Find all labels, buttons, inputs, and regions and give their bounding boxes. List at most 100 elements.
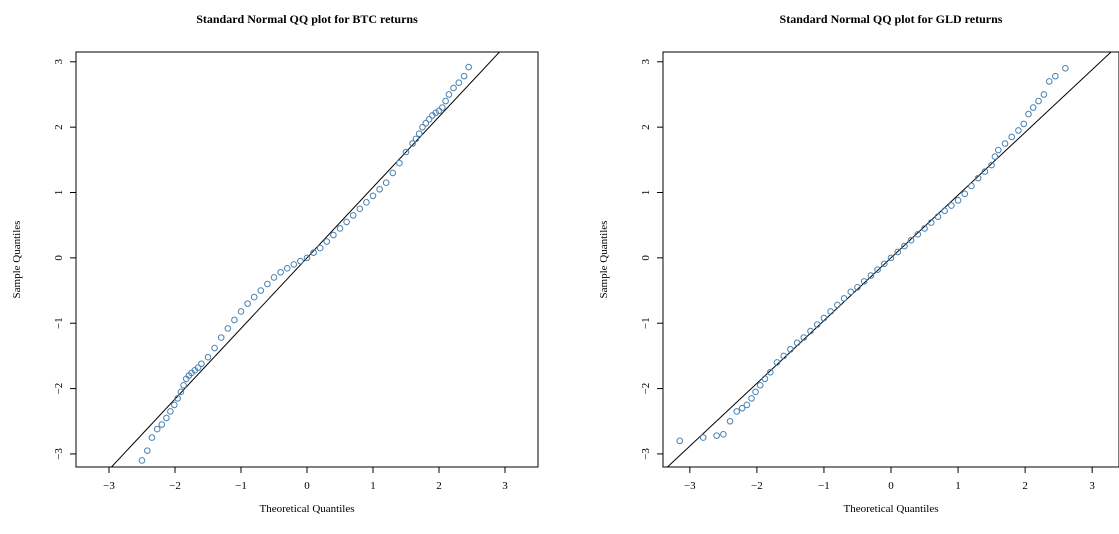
qq-panel-2 xyxy=(657,51,1119,473)
data-point xyxy=(163,414,170,422)
y-axis-label: Sample Quantiles xyxy=(598,221,610,299)
y-tick-label: −3 xyxy=(640,448,652,460)
y-tick-label: 0 xyxy=(53,255,65,261)
data-point xyxy=(867,272,875,279)
data-point xyxy=(402,148,410,156)
data-point xyxy=(988,161,995,169)
data-point xyxy=(174,395,181,402)
data-point xyxy=(800,334,808,341)
data-point xyxy=(465,63,473,71)
data-point xyxy=(907,236,915,244)
data-point xyxy=(860,278,868,285)
data-point xyxy=(450,84,457,92)
data-point xyxy=(847,288,855,296)
data-point xyxy=(1035,97,1042,105)
x-tick-label: −2 xyxy=(169,480,181,492)
data-point xyxy=(761,375,769,383)
data-point xyxy=(874,266,881,273)
data-point xyxy=(153,425,161,433)
data-point xyxy=(1015,127,1022,134)
data-point xyxy=(793,339,801,347)
data-point xyxy=(752,388,759,396)
data-point xyxy=(198,360,205,368)
x-tick-label: −1 xyxy=(235,480,247,492)
y-tick-label: 2 xyxy=(53,124,65,129)
data-point xyxy=(1020,120,1028,128)
data-point xyxy=(820,314,828,322)
data-point xyxy=(257,287,265,294)
data-point xyxy=(941,207,948,215)
data-point xyxy=(297,257,304,265)
data-point xyxy=(974,174,982,182)
x-tick-label: 1 xyxy=(370,480,376,492)
data-point xyxy=(419,123,426,131)
data-point xyxy=(854,283,861,291)
data-point xyxy=(780,352,788,360)
data-point xyxy=(177,388,185,396)
data-point xyxy=(442,97,449,105)
data-point xyxy=(224,325,232,332)
x-tick-label: 1 xyxy=(955,480,961,492)
data-point xyxy=(787,346,794,353)
data-point xyxy=(211,344,218,352)
data-point xyxy=(389,169,397,177)
data-point xyxy=(382,179,390,187)
y-tick-label: −2 xyxy=(640,383,652,395)
data-point xyxy=(713,432,720,439)
y-tick-label: −2 xyxy=(53,383,65,395)
qq-reference-line xyxy=(110,52,501,467)
data-point xyxy=(376,185,383,193)
data-point xyxy=(766,368,774,376)
x-tick-label: 0 xyxy=(888,480,894,492)
data-point xyxy=(356,205,364,213)
plot-frame xyxy=(662,51,1119,468)
data-point xyxy=(994,146,1002,154)
data-point xyxy=(264,280,271,288)
data-point xyxy=(439,104,446,111)
data-point xyxy=(270,274,278,281)
data-point xyxy=(148,434,156,441)
data-point xyxy=(143,447,151,454)
data-point xyxy=(743,401,751,409)
data-point xyxy=(330,231,337,239)
data-point xyxy=(138,457,146,464)
data-point xyxy=(834,301,841,309)
data-point xyxy=(316,244,324,252)
data-point xyxy=(455,79,463,87)
data-point xyxy=(415,130,423,137)
y-tick-label: −1 xyxy=(640,317,652,329)
x-tick-label: 2 xyxy=(436,480,442,492)
x-tick-label: −2 xyxy=(751,480,763,492)
data-point xyxy=(432,109,440,117)
x-tick-label: 2 xyxy=(1022,480,1028,492)
chart-title: Standard Normal QQ plot for BTC returns xyxy=(196,12,418,26)
x-tick-label: −3 xyxy=(103,480,115,492)
qq-reference-line xyxy=(666,52,1112,467)
data-point xyxy=(968,182,975,190)
data-point xyxy=(409,140,416,147)
data-point xyxy=(237,308,245,315)
data-point xyxy=(840,295,848,302)
data-point xyxy=(180,382,187,389)
data-point xyxy=(425,116,433,123)
data-point xyxy=(676,437,684,445)
y-tick-label: 1 xyxy=(640,190,652,196)
y-tick-label: −3 xyxy=(53,448,65,460)
data-point xyxy=(954,197,962,204)
data-point xyxy=(738,404,746,412)
data-point xyxy=(336,225,344,232)
x-tick-label: −3 xyxy=(684,480,696,492)
data-point xyxy=(887,254,895,262)
x-tick-label: 3 xyxy=(502,480,508,492)
data-point xyxy=(231,316,238,324)
data-point xyxy=(921,225,928,232)
data-point xyxy=(726,417,734,425)
data-point xyxy=(1062,65,1069,72)
data-point xyxy=(349,212,357,219)
data-point xyxy=(194,364,202,371)
y-tick-label: 2 xyxy=(640,124,652,129)
data-point xyxy=(250,293,258,301)
data-point xyxy=(1025,110,1032,118)
data-point xyxy=(158,421,166,428)
